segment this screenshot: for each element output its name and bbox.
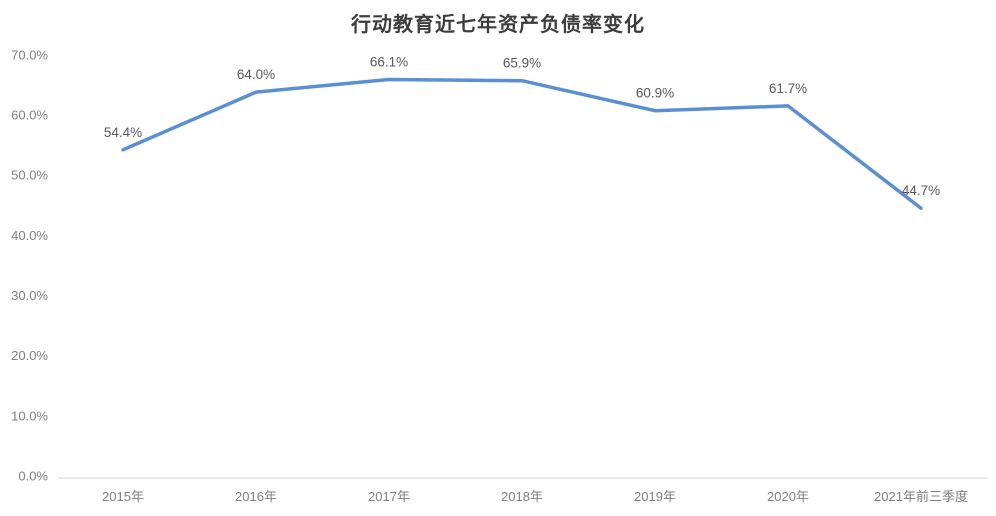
x-axis-tick-label: 2020年: [767, 489, 809, 504]
data-series-line: [121, 77, 923, 210]
y-axis-tick-label: 50.0%: [11, 168, 48, 183]
data-point-label: 61.7%: [769, 81, 807, 96]
data-point-label: 60.9%: [636, 86, 674, 101]
y-axis-tick-label: 10.0%: [11, 408, 48, 423]
y-axis-tick-label: 60.0%: [11, 108, 48, 123]
data-point-label: 64.0%: [237, 67, 275, 82]
data-point-label: 54.4%: [104, 125, 142, 140]
y-axis-tick-label: 20.0%: [11, 348, 48, 363]
data-point-label: 65.9%: [503, 56, 541, 71]
x-axis-tick-label: 2018年: [501, 489, 543, 504]
y-axis-tick-label: 70.0%: [11, 47, 48, 62]
x-axis-tick-label: 2017年: [368, 489, 410, 504]
x-axis-tick-label: 2015年: [102, 489, 144, 504]
chart-title: 行动教育近七年资产负债率变化: [351, 14, 645, 36]
data-point-label: 44.7%: [902, 183, 940, 198]
x-axis-tick-label: 2021年前三季度: [874, 489, 968, 504]
y-axis-tick-label: 40.0%: [11, 228, 48, 243]
data-point-label: 66.1%: [370, 54, 408, 69]
x-axis-tick-label: 2016年: [235, 489, 277, 504]
y-axis-tick-label: 0.0%: [18, 468, 48, 483]
x-axis-tick-label: 2019年: [634, 489, 676, 504]
y-axis-tick-label: 30.0%: [11, 288, 48, 303]
